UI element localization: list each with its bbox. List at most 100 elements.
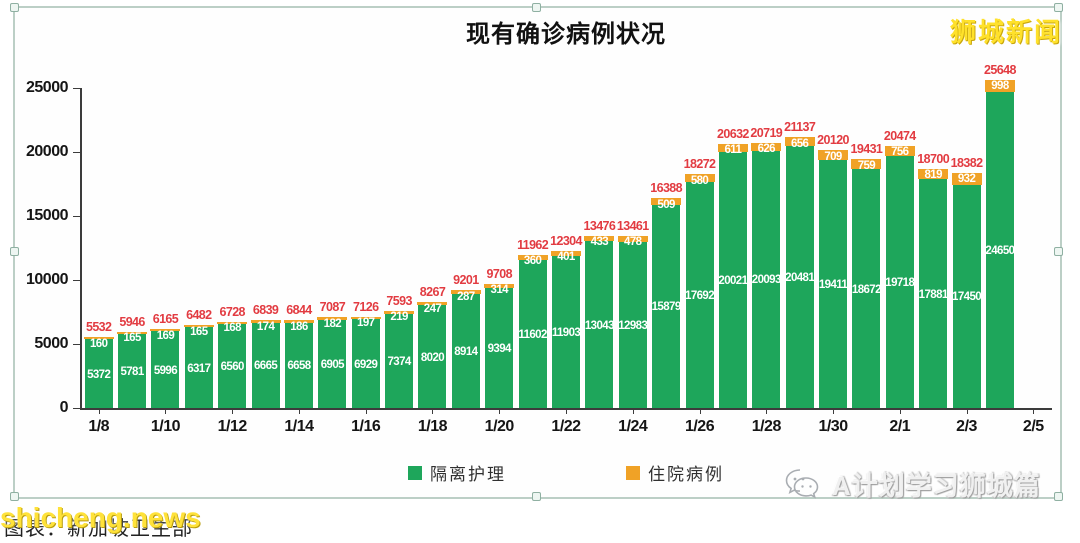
bar-hospital-value: 626: [757, 143, 776, 156]
x-axis-tick: [365, 409, 367, 414]
bar-total-value: 21137: [784, 120, 816, 135]
bar-isolation-value: 5781: [120, 366, 144, 379]
plot-area: 5372 160 5532 5781 165 5946 5996 169 6165 6317 165…: [26, 63, 1050, 435]
bar-hospital-segment: [417, 302, 448, 306]
x-axis-tick: [833, 409, 835, 414]
bar-isolation-segment: [283, 322, 314, 408]
x-axis-label: 1/14: [284, 418, 314, 435]
x-axis-label: 1/18: [417, 418, 448, 435]
bar-isolation-value: 6905: [320, 358, 345, 371]
bar-hospital-segment: [317, 317, 348, 320]
bar-isolation-segment: [417, 305, 448, 408]
bar-total-value: 16388: [650, 181, 683, 196]
resize-handle-right-middle[interactable]: [1054, 247, 1063, 256]
bar-total-value: 20474: [883, 128, 916, 143]
bar-hospital-segment: [651, 198, 682, 205]
bar-isolation-segment: [117, 334, 148, 408]
bar-total-value: 19431: [850, 142, 883, 157]
bar-hospital-segment: [150, 329, 181, 332]
site-watermark-bottom-left: shicheng.news: [0, 502, 201, 533]
bar-hospital-value: 314: [490, 284, 509, 297]
bar-hospital-segment: [283, 320, 314, 323]
bar-hospital-segment: [517, 254, 548, 260]
bar-total-value: 18382: [950, 155, 983, 170]
bar-isolation-segment: [784, 145, 815, 408]
bar-total-value: 7126: [353, 299, 379, 314]
legend-label-isolation: 隔离护理: [430, 465, 506, 484]
legend-item-isolation: 隔离护理: [408, 460, 506, 485]
bar-isolation-segment: [884, 155, 915, 408]
y-axis-tick: [73, 215, 81, 217]
bar-total-value: 9708: [486, 266, 513, 281]
y-axis-label: 10000: [26, 271, 69, 288]
bar-isolation-segment: [150, 331, 181, 408]
chart-title: 现有确诊病例状况: [466, 21, 666, 48]
bar-isolation-value: 5996: [153, 364, 178, 377]
bar-total-value: 7087: [319, 300, 346, 315]
bar-total-value: 13476: [583, 218, 616, 233]
bar-hospital-value: 401: [557, 251, 575, 263]
bar-isolation-segment: [551, 255, 581, 408]
resize-handle-top-right[interactable]: [1054, 3, 1063, 12]
bar-hospital-value: 174: [256, 320, 275, 333]
resize-handle-top-middle[interactable]: [532, 3, 541, 12]
resize-handle-top-left[interactable]: [10, 3, 19, 12]
resize-handle-bottom-middle[interactable]: [532, 492, 541, 501]
bar-hospital-value: 759: [857, 159, 876, 172]
bar-total-value: 6728: [219, 304, 245, 319]
bar-hospital-value: 169: [156, 329, 175, 342]
bar-isolation-segment: [484, 287, 515, 408]
bar-hospital-value: 932: [957, 173, 976, 186]
y-axis-tick: [73, 151, 81, 153]
bar-isolation-segment: [717, 151, 748, 408]
bar-hospital-value: 478: [624, 236, 642, 249]
bar-isolation-value: 17881: [918, 288, 949, 301]
bar-hospital-value: 165: [123, 332, 141, 345]
bar-hospital-value: 509: [657, 198, 675, 211]
resize-handle-bottom-left[interactable]: [10, 492, 19, 501]
bar-total-value: 8267: [419, 285, 446, 300]
bar-isolation-segment: [517, 259, 548, 408]
bar-isolation-value: 15879: [651, 301, 682, 314]
bottom-right-watermark-text: A计划学习狮城篇: [832, 471, 1041, 501]
bottom-right-watermark: A计划学习狮城篇: [784, 466, 1041, 503]
bar-isolation-segment: [617, 241, 648, 408]
x-axis-tick: [699, 409, 701, 414]
bar-isolation-value: 17450: [952, 291, 982, 304]
bar-hospital-segment: [818, 150, 849, 160]
bar-total-value: 13461: [616, 218, 649, 233]
bar-isolation-segment: [350, 319, 381, 408]
resize-handle-left-middle[interactable]: [10, 247, 19, 256]
x-axis-tick: [966, 409, 968, 414]
bar-isolation-segment: [918, 179, 949, 408]
bar-total-value: 11962: [517, 237, 549, 252]
x-axis-label: 1/30: [818, 418, 848, 435]
bar-isolation-segment: [951, 184, 982, 408]
bar-isolation-value: 6560: [220, 361, 245, 374]
bar-hospital-segment: [350, 316, 381, 320]
x-axis-tick: [566, 409, 567, 414]
resize-handle-bottom-right[interactable]: [1054, 492, 1063, 501]
bar-hospital-segment: [250, 320, 281, 323]
x-axis-label: 1/12: [217, 418, 248, 435]
legend-swatch-isolation: [408, 465, 422, 480]
y-axis-label: 15000: [26, 207, 69, 224]
bar-hospital-segment: [717, 143, 748, 152]
y-axis-tick: [73, 407, 81, 409]
bar-hospital-value: 247: [423, 302, 442, 315]
wechat-icon: [785, 468, 819, 499]
bar-hospital-segment: [684, 174, 715, 182]
x-axis-label: 1/20: [484, 418, 515, 435]
bar-isolation-segment: [818, 159, 849, 408]
bar-isolation-value: 19411: [818, 278, 848, 291]
bar-hospital-value: 656: [790, 137, 809, 150]
bar-hospital-value: 580: [690, 174, 709, 187]
x-axis-tick: [98, 409, 100, 414]
y-axis-label: 5000: [34, 335, 68, 352]
x-axis-tick: [766, 409, 768, 414]
bar-hospital-value: 433: [590, 236, 609, 248]
bar-isolation-value: 9394: [487, 342, 512, 355]
bar-hospital-segment: [984, 79, 1015, 93]
bar-hospital-value: 186: [290, 320, 308, 333]
bar-isolation-value: 11602: [518, 328, 547, 341]
